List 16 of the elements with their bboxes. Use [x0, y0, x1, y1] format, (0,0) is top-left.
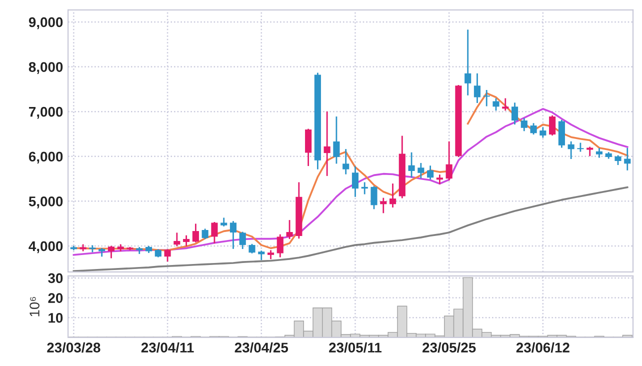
y-tick-label: 10 [48, 312, 63, 323]
x-tick-label: 23/05/25 [422, 342, 476, 353]
y-tick-label: 20 [48, 293, 63, 303]
y-axis-title: 10⁶ [30, 296, 40, 316]
x-tick-label: 23/04/25 [234, 342, 288, 353]
y-tick-label: 6,000 [28, 152, 63, 164]
x-tick-label: 23/05/11 [329, 342, 382, 353]
x-tick-label: 23/03/28 [47, 342, 100, 353]
y-tick-label: 30 [48, 273, 63, 284]
y-tick-label: 5,000 [28, 196, 63, 208]
y-tick-label: 4,000 [28, 241, 63, 254]
y-tick-label: 7,000 [29, 106, 63, 119]
x-tick-label: 23/06/12 [516, 342, 570, 353]
y-tick-label: 9,000 [28, 17, 63, 30]
x-tick-label: 23/04/11 [141, 342, 194, 353]
y-tick-label: 8,000 [28, 62, 63, 74]
